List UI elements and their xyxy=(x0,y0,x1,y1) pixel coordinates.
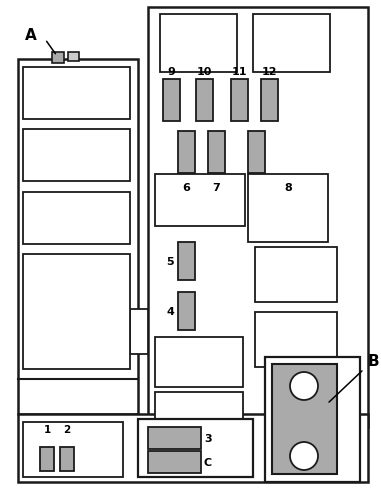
Bar xyxy=(178,292,195,330)
Bar xyxy=(155,392,243,437)
Bar xyxy=(155,337,243,387)
Bar xyxy=(148,8,368,427)
Text: 4: 4 xyxy=(166,306,174,316)
Bar xyxy=(23,254,130,369)
Bar xyxy=(196,80,213,122)
Bar xyxy=(18,60,138,414)
Bar xyxy=(40,447,54,471)
Circle shape xyxy=(290,372,318,400)
Bar xyxy=(155,175,245,226)
Text: 6: 6 xyxy=(182,183,190,193)
Bar xyxy=(60,447,74,471)
Bar xyxy=(148,427,201,449)
Bar xyxy=(178,132,195,174)
Bar xyxy=(208,132,225,174)
Text: 11: 11 xyxy=(232,67,247,77)
Bar xyxy=(148,451,201,473)
Text: B: B xyxy=(368,354,379,369)
Bar xyxy=(231,80,248,122)
Text: 10: 10 xyxy=(197,67,212,77)
Circle shape xyxy=(290,442,318,470)
Bar xyxy=(248,132,265,174)
Bar xyxy=(261,80,278,122)
Bar xyxy=(23,130,130,182)
Bar xyxy=(23,422,123,477)
Bar xyxy=(130,309,148,354)
Text: A: A xyxy=(25,28,37,43)
Bar xyxy=(255,247,337,303)
Text: 5: 5 xyxy=(166,257,174,266)
Bar xyxy=(18,414,368,482)
Bar xyxy=(265,357,360,482)
Bar xyxy=(23,68,130,120)
Bar xyxy=(23,193,130,244)
Text: 7: 7 xyxy=(213,183,220,193)
Text: 8: 8 xyxy=(284,183,292,193)
Bar xyxy=(163,80,180,122)
Bar xyxy=(178,243,195,281)
Bar xyxy=(68,53,79,62)
Text: 1: 1 xyxy=(43,424,51,434)
Bar xyxy=(253,15,330,73)
Text: 9: 9 xyxy=(168,67,175,77)
Bar xyxy=(52,53,64,64)
Bar xyxy=(272,364,337,474)
Text: C: C xyxy=(204,457,212,467)
Text: 12: 12 xyxy=(262,67,277,77)
Text: 3: 3 xyxy=(204,433,211,443)
Bar xyxy=(160,15,237,73)
Bar xyxy=(248,175,328,243)
Bar xyxy=(255,312,337,367)
Bar xyxy=(138,419,253,477)
Text: 2: 2 xyxy=(63,424,70,434)
